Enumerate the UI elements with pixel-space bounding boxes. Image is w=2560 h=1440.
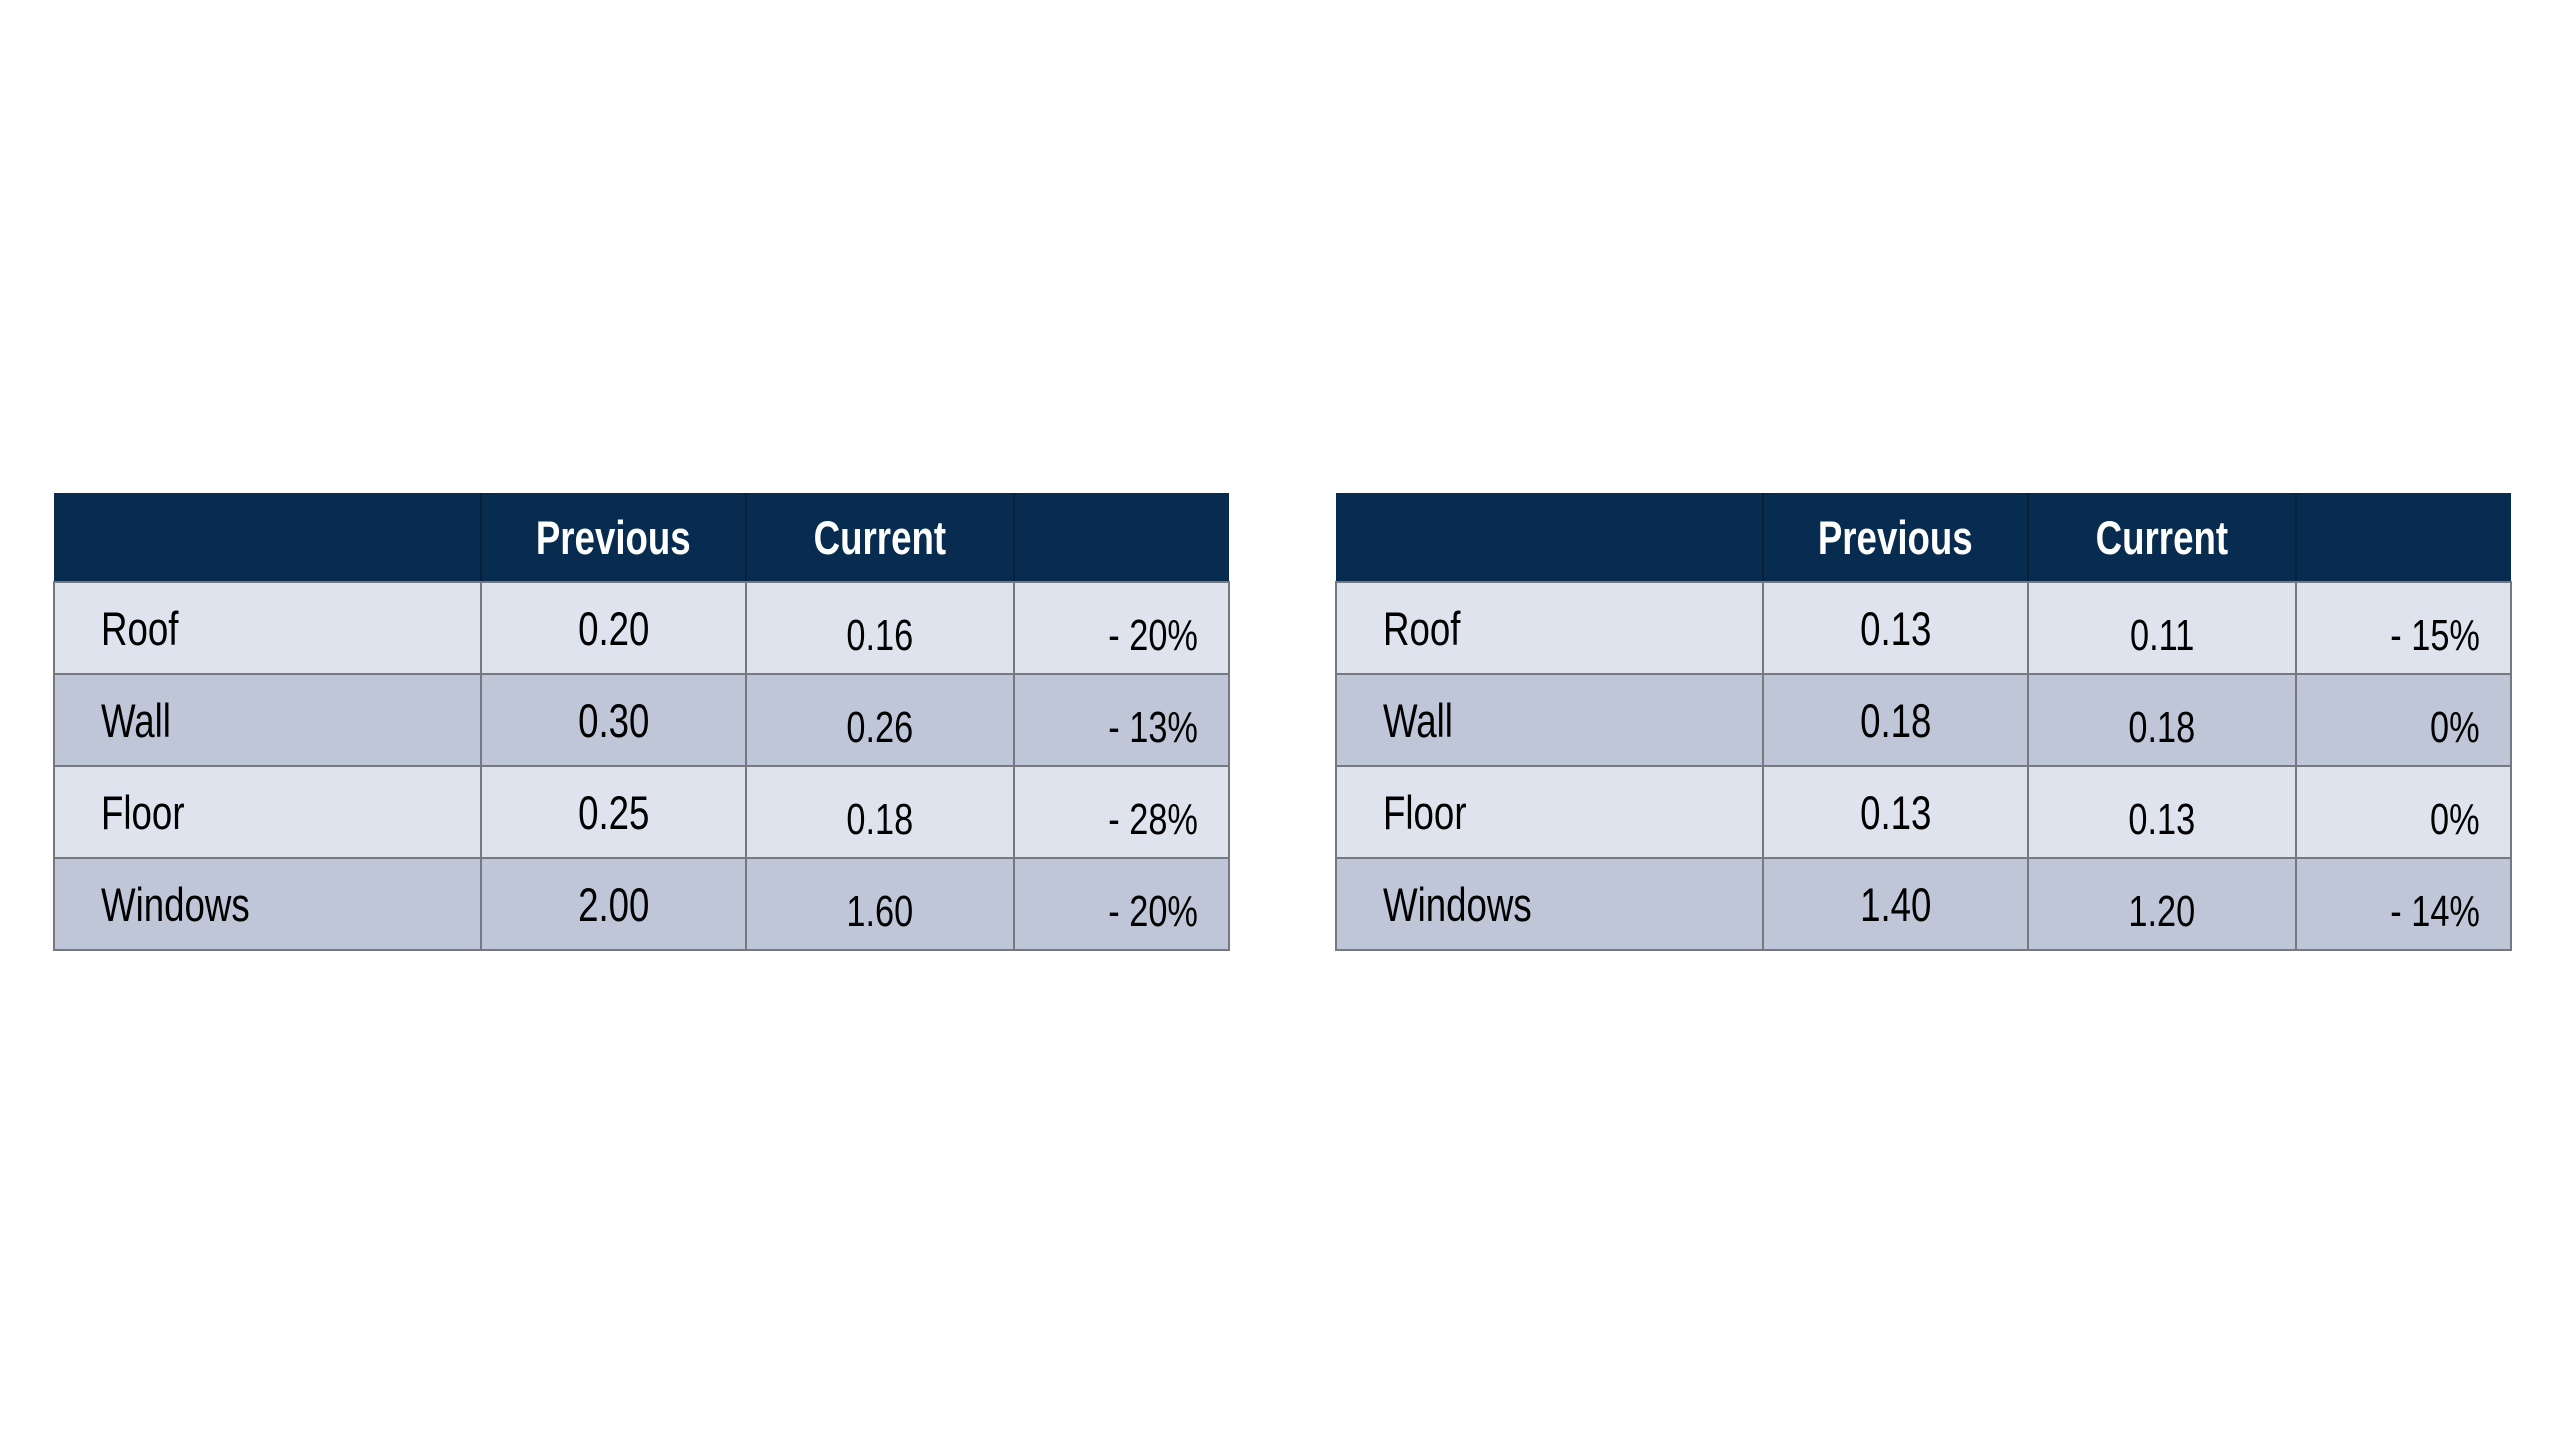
header-cell-previous: Previous (1762, 493, 2028, 583)
cell-previous: 0.30 (480, 673, 747, 767)
previous-value: 0.13 (1859, 601, 1932, 655)
header-text: Previous (1818, 510, 1973, 564)
cell-change: - 14% (2295, 857, 2512, 951)
previous-value: 2.00 (577, 877, 650, 931)
tables-row: Previous Current Roof 0.20 0.16 - 20% Wa… (53, 493, 2512, 951)
cell-label: Roof (53, 581, 482, 675)
cell-current: 0.13 (2027, 765, 2297, 859)
header-cell-previous: Previous (480, 493, 746, 583)
current-value: 0.26 (846, 702, 914, 752)
cell-change: 0% (2295, 673, 2512, 767)
cell-current: 1.20 (2027, 857, 2297, 951)
cell-previous: 0.13 (1762, 765, 2029, 859)
label-text: Wall (101, 693, 171, 747)
table-row-windows: Windows 1.40 1.20 - 14% (1335, 857, 2512, 951)
cell-change: - 13% (1013, 673, 1230, 767)
change-value: - 20% (1108, 886, 1198, 936)
cell-label: Wall (1335, 673, 1764, 767)
cell-change: - 20% (1013, 581, 1230, 675)
table-row-floor: Floor 0.25 0.18 - 28% (53, 765, 1230, 859)
label-text: Roof (101, 601, 179, 655)
header-cell-blank (54, 493, 481, 583)
u-value-table-right: Previous Current Roof 0.13 0.11 - 15% Wa… (1335, 493, 2512, 951)
label-text: Wall (1383, 693, 1453, 747)
cell-label: Windows (53, 857, 482, 951)
header-cell-blank (1336, 493, 1763, 583)
header-cell-current: Current (745, 493, 1014, 583)
cell-current: 0.16 (745, 581, 1015, 675)
cell-previous: 0.18 (1762, 673, 2029, 767)
cell-label: Floor (53, 765, 482, 859)
previous-value: 1.40 (1859, 877, 1932, 931)
cell-current: 0.11 (2027, 581, 2297, 675)
previous-value: 0.18 (1859, 693, 1932, 747)
cell-previous: 2.00 (480, 857, 747, 951)
change-value: - 15% (2390, 610, 2480, 660)
cell-current: 1.60 (745, 857, 1015, 951)
label-text: Windows (101, 877, 250, 931)
header-row: Previous Current (1336, 493, 2511, 583)
header-cell-change (2295, 493, 2511, 583)
current-value: 0.16 (846, 610, 914, 660)
table-row-wall: Wall 0.30 0.26 - 13% (53, 673, 1230, 767)
header-row: Previous Current (54, 493, 1229, 583)
current-value: 0.11 (2129, 610, 2195, 660)
table-row-windows: Windows 2.00 1.60 - 20% (53, 857, 1230, 951)
cell-label: Roof (1335, 581, 1764, 675)
cell-previous: 0.25 (480, 765, 747, 859)
cell-label: Wall (53, 673, 482, 767)
cell-current: 0.18 (745, 765, 1015, 859)
header-text: Current (2095, 510, 2229, 564)
label-text: Floor (1383, 785, 1467, 839)
current-value: 0.13 (2128, 794, 2196, 844)
change-value: - 13% (1108, 702, 1198, 752)
label-text: Roof (1383, 601, 1461, 655)
header-text: Previous (536, 510, 691, 564)
header-cell-change (1013, 493, 1229, 583)
cell-previous: 0.20 (480, 581, 747, 675)
previous-value: 0.13 (1859, 785, 1932, 839)
previous-value: 0.30 (577, 693, 650, 747)
table-row-floor: Floor 0.13 0.13 0% (1335, 765, 2512, 859)
header-text: Current (813, 510, 947, 564)
change-value: - 20% (1108, 610, 1198, 660)
cell-change: - 28% (1013, 765, 1230, 859)
previous-value: 0.20 (577, 601, 650, 655)
change-value: - 14% (2390, 886, 2480, 936)
header-cell-current: Current (2027, 493, 2296, 583)
previous-value: 0.25 (577, 785, 650, 839)
table-row-wall: Wall 0.18 0.18 0% (1335, 673, 2512, 767)
cell-current: 0.26 (745, 673, 1015, 767)
table-row-roof: Roof 0.13 0.11 - 15% (1335, 581, 2512, 675)
current-value: 0.18 (846, 794, 914, 844)
label-text: Floor (101, 785, 185, 839)
change-value: 0% (2430, 702, 2480, 752)
cell-change: - 15% (2295, 581, 2512, 675)
current-value: 0.18 (2128, 702, 2196, 752)
current-value: 1.60 (846, 886, 914, 936)
change-value: 0% (2430, 794, 2480, 844)
label-text: Windows (1383, 877, 1532, 931)
cell-change: 0% (2295, 765, 2512, 859)
cell-change: - 20% (1013, 857, 1230, 951)
cell-label: Floor (1335, 765, 1764, 859)
cell-previous: 0.13 (1762, 581, 2029, 675)
table-row-roof: Roof 0.20 0.16 - 20% (53, 581, 1230, 675)
cell-current: 0.18 (2027, 673, 2297, 767)
u-value-table-left: Previous Current Roof 0.20 0.16 - 20% Wa… (53, 493, 1230, 951)
change-value: - 28% (1108, 794, 1198, 844)
current-value: 1.20 (2128, 886, 2196, 936)
cell-previous: 1.40 (1762, 857, 2029, 951)
cell-label: Windows (1335, 857, 1764, 951)
